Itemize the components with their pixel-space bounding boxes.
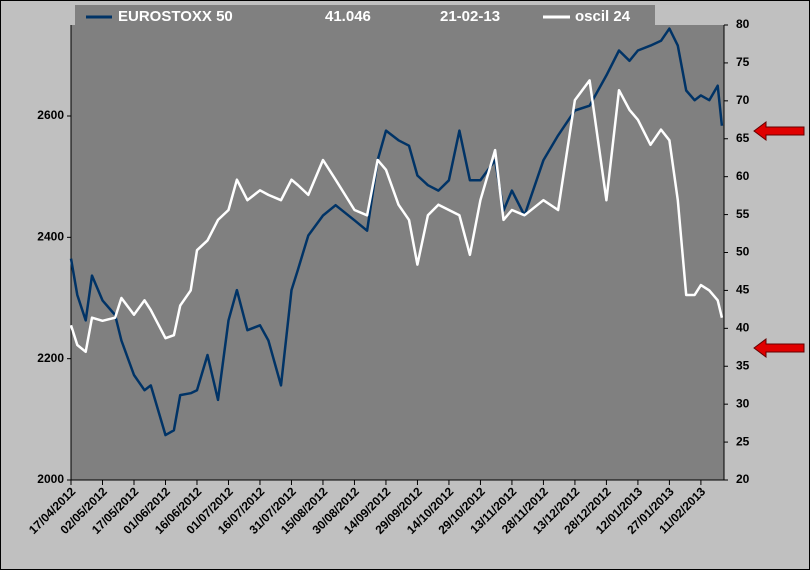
y-tick-label: 2000: [37, 472, 64, 486]
y2-tick-label: 75: [736, 55, 750, 69]
plot-area: [71, 25, 724, 480]
y2-tick-label: 35: [736, 358, 750, 372]
y-tick-label: 2400: [37, 230, 64, 244]
series-line: [69, 79, 724, 354]
y2-tick-label: 25: [736, 434, 750, 448]
y2-tick-label: 80: [736, 17, 750, 31]
series-line: [69, 27, 724, 437]
y2-tick-label: 40: [736, 321, 750, 335]
y-tick-label: 2600: [37, 108, 64, 122]
legend: [75, 5, 655, 28]
y2-tick-label: 50: [736, 245, 750, 259]
y2-tick-label: 60: [736, 169, 750, 183]
annotation: 41.046: [325, 8, 371, 25]
y-tick-label: 2200: [37, 351, 64, 365]
legend-label: EUROSTOXX 50: [118, 8, 233, 25]
y2-tick-label: 70: [736, 93, 750, 107]
y2-tick-label: 65: [736, 131, 750, 145]
y2-tick-label: 20: [736, 472, 750, 486]
y2-tick-label: 55: [736, 207, 750, 221]
legend-label: oscil 24: [575, 8, 631, 25]
arrow: [753, 338, 805, 358]
y2-tick-label: 30: [736, 396, 750, 410]
y2-tick-label: 45: [736, 283, 750, 297]
annotation: 21-02-13: [440, 8, 500, 25]
arrow: [753, 121, 805, 141]
